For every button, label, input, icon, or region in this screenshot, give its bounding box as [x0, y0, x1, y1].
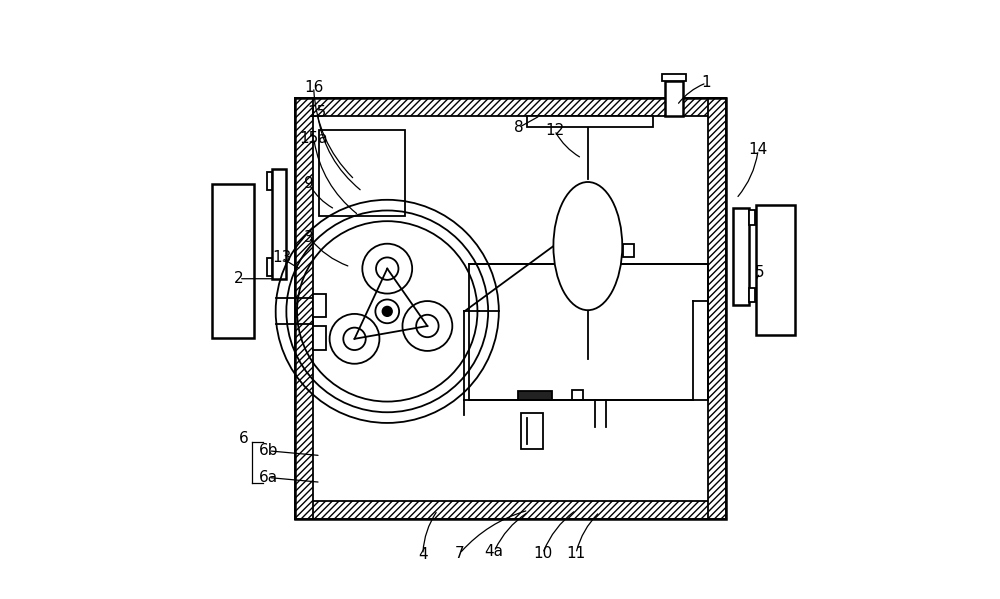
Text: 15a: 15a [299, 131, 328, 146]
Bar [295, 98, 726, 519]
Text: 6a: 6a [259, 470, 278, 485]
Circle shape [362, 244, 412, 294]
Text: 4a: 4a [485, 544, 504, 559]
Text: 5: 5 [755, 265, 765, 280]
Bar [662, 74, 686, 81]
Bar [527, 116, 653, 128]
Bar [272, 169, 286, 279]
Text: 16: 16 [304, 80, 323, 95]
Text: 6: 6 [239, 431, 249, 446]
Circle shape [402, 301, 452, 351]
Bar [518, 391, 552, 400]
Bar [267, 258, 272, 276]
Circle shape [375, 300, 399, 323]
Bar [665, 81, 683, 116]
Text: 8: 8 [514, 120, 524, 135]
Text: 12: 12 [545, 123, 564, 138]
Bar [749, 210, 755, 225]
Circle shape [330, 314, 379, 364]
Bar [708, 98, 726, 519]
Text: 9: 9 [304, 176, 314, 191]
Text: 11: 11 [566, 546, 586, 561]
Bar [267, 172, 272, 190]
Bar [521, 413, 543, 449]
Text: 1: 1 [702, 75, 711, 90]
Text: 6b: 6b [259, 443, 278, 458]
Bar [572, 390, 583, 400]
Bar [313, 326, 326, 350]
Bar [319, 131, 405, 216]
Text: 4: 4 [418, 547, 428, 562]
Text: 13: 13 [272, 250, 291, 265]
Text: 10: 10 [533, 546, 552, 561]
Text: 2: 2 [234, 271, 244, 286]
Bar [623, 244, 634, 257]
Bar [295, 98, 726, 116]
Text: 7: 7 [455, 546, 464, 561]
Circle shape [382, 307, 392, 316]
Ellipse shape [553, 182, 622, 310]
Bar [295, 501, 726, 519]
Bar [313, 294, 326, 317]
Bar [212, 184, 254, 338]
Bar [733, 207, 749, 305]
Text: 15: 15 [308, 105, 327, 120]
Bar [469, 264, 708, 400]
Bar [756, 204, 795, 335]
Text: 3: 3 [304, 229, 314, 244]
Bar [749, 288, 755, 302]
Text: 14: 14 [749, 143, 768, 158]
Bar [295, 98, 313, 519]
